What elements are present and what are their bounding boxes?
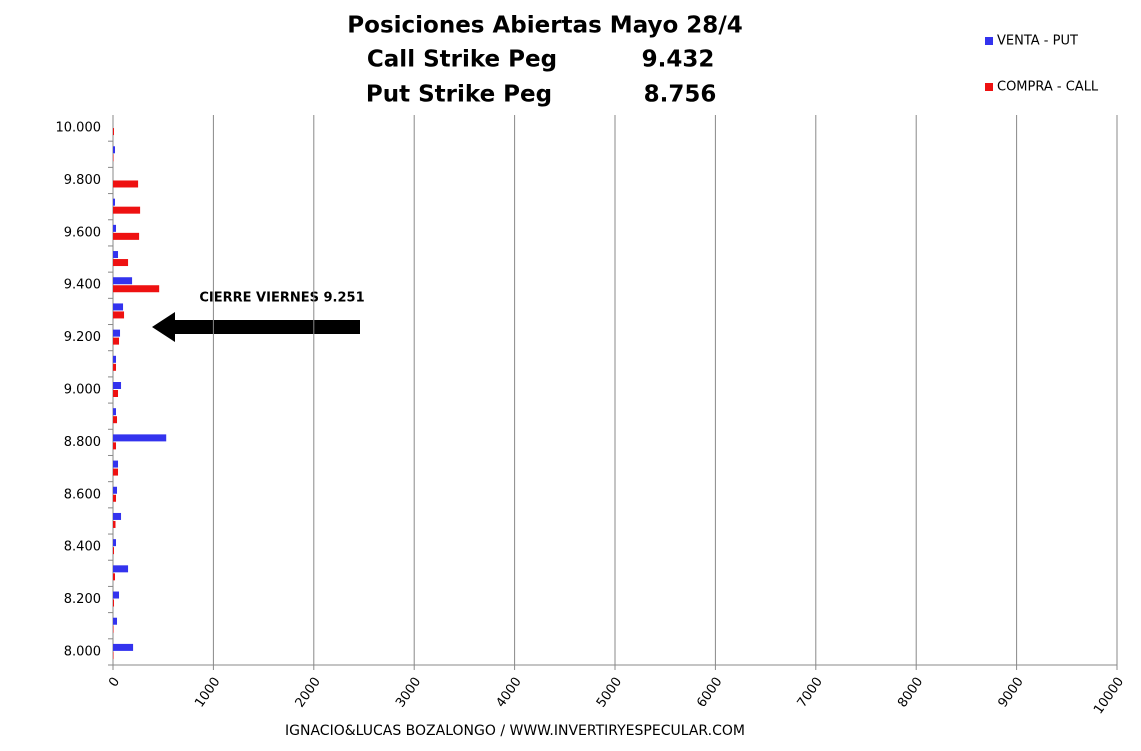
bar: [113, 486, 118, 494]
bar: [113, 363, 117, 371]
subtitle-value: 8.756: [644, 82, 717, 108]
bar: [113, 390, 119, 397]
y-tick-label: 8.200: [64, 592, 101, 607]
bar: [113, 337, 120, 345]
y-tick-label: 9.800: [64, 173, 101, 188]
bar: [113, 625, 114, 633]
bar: [113, 277, 133, 285]
y-tick-label: 8.800: [64, 435, 101, 450]
y-tick-label: 8.000: [64, 644, 101, 659]
bar: [113, 434, 167, 442]
bar: [113, 224, 117, 232]
bar: [113, 599, 115, 607]
bar: [113, 408, 117, 416]
bar: [113, 520, 116, 528]
y-tick-label: 8.400: [64, 540, 101, 555]
legend-swatch: [985, 83, 993, 91]
subtitle-label: Call Strike Peg: [367, 47, 557, 73]
bar: [113, 232, 140, 240]
legend-label: COMPRA - CALL: [997, 80, 1099, 95]
bar: [113, 460, 119, 468]
y-tick-label: 8.600: [64, 487, 101, 502]
bar: [113, 355, 117, 363]
bar: [113, 643, 134, 651]
arrow: [152, 312, 360, 342]
bar: [113, 128, 115, 136]
bar: [113, 547, 115, 555]
bar: [113, 617, 118, 625]
bar: [113, 285, 160, 293]
bar: [113, 416, 118, 424]
bar: [113, 573, 116, 581]
subtitle-label: Put Strike Peg: [366, 82, 552, 108]
bar: [113, 591, 120, 599]
annotation: CIERRE VIERNES 9.251: [199, 291, 364, 306]
chart-title: Posiciones Abiertas Mayo 28/4: [347, 13, 742, 39]
bar: [113, 154, 114, 162]
footer: IGNACIO&LUCAS BOZALONGO / WWW.INVERTIRYE…: [285, 723, 745, 739]
bar: [113, 206, 141, 214]
bar: [113, 198, 116, 206]
y-tick-label: 9.200: [64, 330, 101, 345]
bar: [113, 303, 124, 311]
bar: [113, 311, 125, 319]
bar: [113, 382, 122, 389]
bar: [113, 512, 122, 520]
bar: [113, 329, 121, 337]
legend-swatch: [985, 37, 993, 45]
y-tick-label: 9.400: [64, 278, 101, 293]
bar: [113, 468, 119, 476]
y-tick-label: 9.600: [64, 225, 101, 240]
y-tick-label: 9.000: [64, 383, 101, 398]
bar: [113, 180, 139, 188]
bar: [113, 251, 119, 259]
subtitle-value: 9.432: [642, 47, 715, 73]
bar: [113, 494, 117, 502]
legend-label: VENTA - PUT: [997, 34, 1078, 49]
bar: [113, 442, 117, 450]
bar: [113, 539, 117, 547]
y-tick-label: 10.000: [56, 121, 102, 136]
bar: [113, 651, 114, 659]
bar: [113, 259, 129, 267]
bar: [113, 565, 129, 573]
bar: [113, 146, 116, 154]
